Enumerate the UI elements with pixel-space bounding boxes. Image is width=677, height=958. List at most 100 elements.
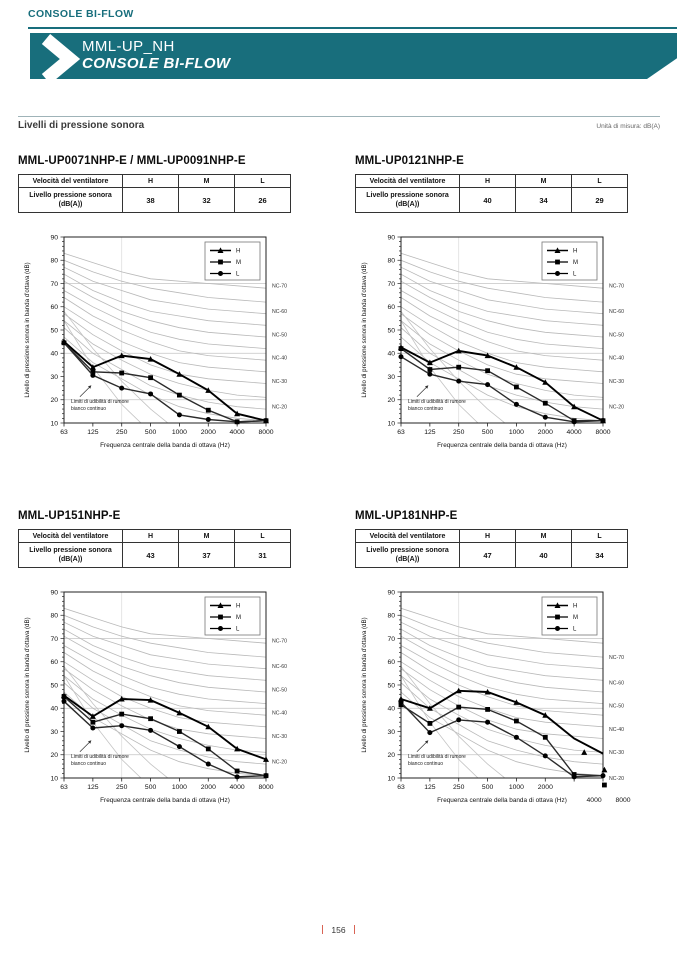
y-axis-title: Livello di pressione sonora in banda d'o… <box>24 617 31 752</box>
svg-text:90: 90 <box>50 589 58 596</box>
value-l: 29 <box>571 187 628 213</box>
svg-text:60: 60 <box>50 304 58 311</box>
svg-text:1000: 1000 <box>509 429 524 436</box>
row-label: Livello pressione sonora (dB(A)) <box>18 542 123 568</box>
svg-text:NC-70: NC-70 <box>609 655 624 661</box>
model-title: MML-UP0121NHP-E <box>355 155 464 167</box>
svg-text:8000: 8000 <box>615 797 630 804</box>
svg-text:50: 50 <box>387 682 395 689</box>
series-L <box>398 699 606 780</box>
svg-text:2000: 2000 <box>201 784 216 791</box>
col-l: L <box>234 174 291 188</box>
svg-text:M: M <box>573 615 578 621</box>
svg-text:500: 500 <box>482 429 494 436</box>
value-h: 47 <box>459 542 516 568</box>
svg-text:250: 250 <box>116 784 128 791</box>
value-m: 40 <box>515 542 572 568</box>
svg-text:10: 10 <box>50 775 58 782</box>
svg-text:bianco continuo: bianco continuo <box>71 761 106 767</box>
page-header-label: CONSOLE BI-FLOW <box>28 8 134 20</box>
sound-pressure-chart: NC-20 NC-30 NC-40 NC-50 NC-60 NC-70 10 20 30 40 50… <box>24 234 287 449</box>
banner-model-name: MML-UP_NH <box>82 38 175 55</box>
col-h: H <box>122 174 179 188</box>
svg-text:bianco continuo: bianco continuo <box>408 406 443 412</box>
value-m: 34 <box>515 187 572 213</box>
svg-text:10: 10 <box>387 775 395 782</box>
svg-text:30: 30 <box>387 729 395 736</box>
svg-text:M: M <box>236 615 241 621</box>
unit-of-measure-note: Unità di misura: dB(A) <box>596 123 660 130</box>
svg-text:2000: 2000 <box>201 429 216 436</box>
col-l: L <box>234 529 291 543</box>
svg-text:NC-70: NC-70 <box>272 284 287 290</box>
svg-text:40: 40 <box>387 706 395 713</box>
x-axis-title: Frequenza centrale della banda di ottava… <box>437 442 567 449</box>
svg-text:10: 10 <box>50 420 58 427</box>
series-H <box>398 687 604 755</box>
svg-text:500: 500 <box>145 784 157 791</box>
svg-text:NC-50: NC-50 <box>609 333 624 339</box>
svg-text:M: M <box>573 260 578 266</box>
svg-text:NC-50: NC-50 <box>272 333 287 339</box>
footer-bar-right <box>353 925 356 934</box>
svg-text:10: 10 <box>387 420 395 427</box>
svg-text:63: 63 <box>60 429 68 436</box>
chevron-right-icon <box>38 34 86 84</box>
y-axis-title: Livello di pressione sonora in banda d'o… <box>361 262 368 397</box>
panel-mml-up0071: MML-UP0071NHP-E / MML-UP0091NHP-E Veloci… <box>18 155 340 456</box>
svg-text:30: 30 <box>387 374 395 381</box>
svg-text:NC-40: NC-40 <box>609 727 624 733</box>
table-header-label: Velocità del ventilatore <box>18 174 123 188</box>
svg-text:500: 500 <box>482 784 494 791</box>
svg-text:20: 20 <box>387 397 395 404</box>
col-m: M <box>515 174 572 188</box>
svg-text:20: 20 <box>50 752 58 759</box>
svg-text:4000: 4000 <box>230 784 245 791</box>
svg-text:250: 250 <box>453 429 465 436</box>
model-title: MML-UP181NHP-E <box>355 510 458 522</box>
value-l: 31 <box>234 542 291 568</box>
svg-text:2000: 2000 <box>538 429 553 436</box>
svg-text:63: 63 <box>60 784 68 791</box>
table-header-label: Velocità del ventilatore <box>355 529 460 543</box>
legend: HML <box>541 241 598 281</box>
model-title: MML-UP151NHP-E <box>18 510 121 522</box>
col-m: M <box>178 174 235 188</box>
svg-text:30: 30 <box>50 729 58 736</box>
banner-text: MML-UP_NH CONSOLE BI-FLOW <box>82 38 231 72</box>
y-axis-title: Livello di pressione sonora in banda d'o… <box>24 262 31 397</box>
svg-text:L: L <box>573 272 577 278</box>
svg-text:M: M <box>236 260 241 266</box>
svg-text:H: H <box>573 604 577 610</box>
panel-mml-up151: MML-UP151NHP-E Velocità del ventilatore … <box>18 510 340 811</box>
svg-text:80: 80 <box>387 613 395 620</box>
fan-speed-table: Velocità del ventilatore H M L Livello p… <box>18 529 291 568</box>
svg-text:NC-60: NC-60 <box>272 309 287 315</box>
svg-text:NC-70: NC-70 <box>609 284 624 290</box>
svg-text:NC-60: NC-60 <box>609 309 624 315</box>
svg-text:40: 40 <box>387 351 395 358</box>
series-L <box>61 340 269 425</box>
col-l: L <box>571 174 628 188</box>
series-L <box>61 698 269 780</box>
svg-text:60: 60 <box>387 304 395 311</box>
row-label: Livello pressione sonora (dB(A)) <box>355 187 460 213</box>
svg-text:4000: 4000 <box>587 797 602 804</box>
legend: HML <box>204 241 261 281</box>
svg-text:250: 250 <box>116 429 128 436</box>
svg-text:50: 50 <box>50 327 58 334</box>
svg-text:NC-20: NC-20 <box>609 405 624 411</box>
svg-text:90: 90 <box>387 234 395 241</box>
svg-text:90: 90 <box>387 589 395 596</box>
section-rule <box>18 116 660 117</box>
svg-text:63: 63 <box>397 784 405 791</box>
svg-text:125: 125 <box>424 784 436 791</box>
svg-text:60: 60 <box>387 659 395 666</box>
svg-text:Limiti di udibilità di rumore: Limiti di udibilità di rumore <box>408 399 466 405</box>
col-m: M <box>178 529 235 543</box>
svg-text:NC-30: NC-30 <box>272 734 287 740</box>
svg-text:500: 500 <box>145 429 157 436</box>
model-title: MML-UP0071NHP-E / MML-UP0091NHP-E <box>18 155 246 167</box>
